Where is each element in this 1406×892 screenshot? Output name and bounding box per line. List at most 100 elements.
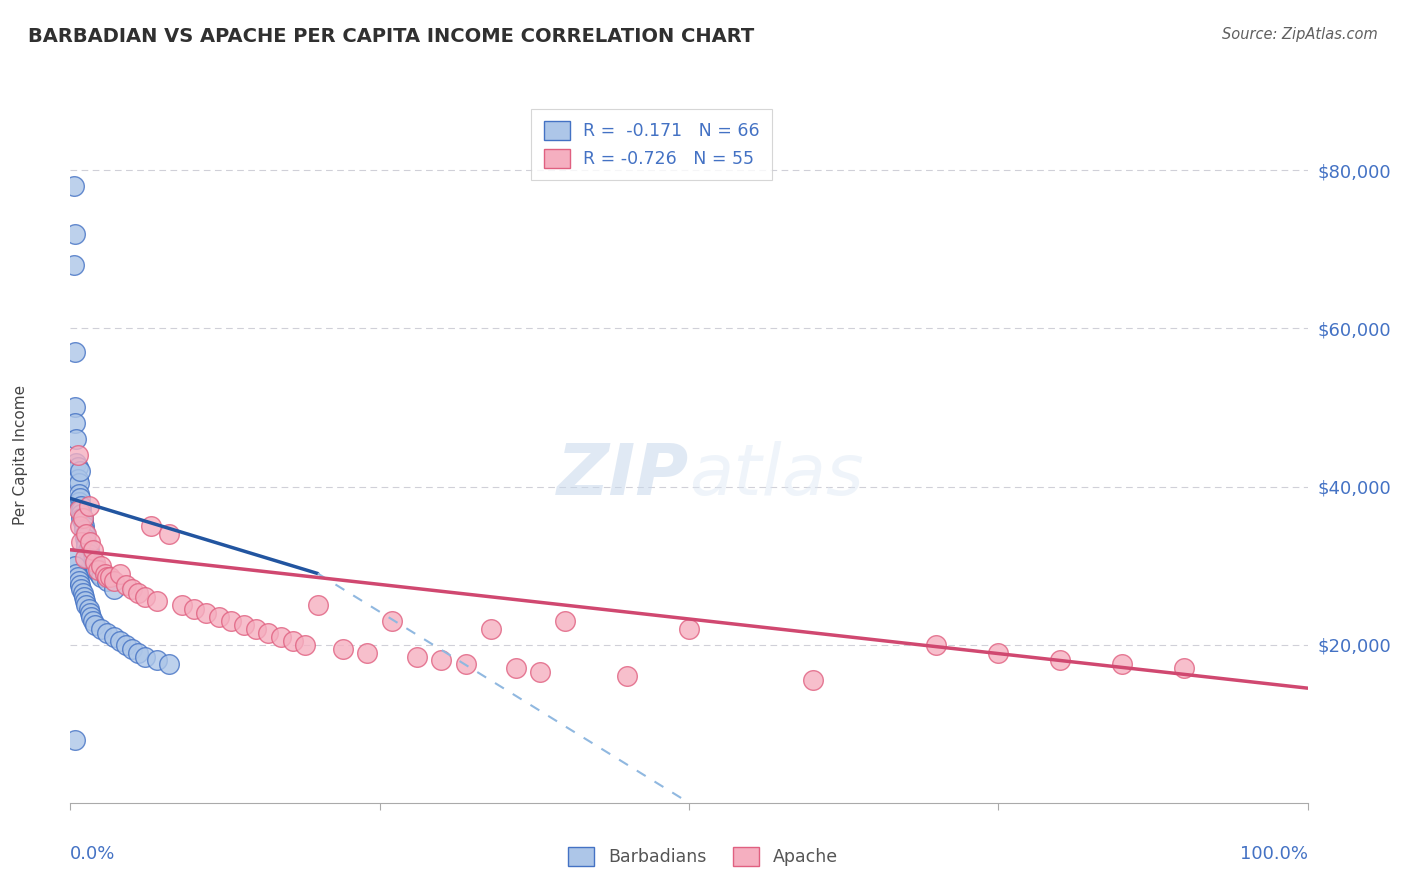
Text: 100.0%: 100.0% (1240, 845, 1308, 863)
Point (82, 542, 104, 557)
Point (70, 507, 93, 521)
Point (72, 515, 94, 529)
Point (75, 531, 97, 545)
Point (1173, 661, 1195, 675)
Point (616, 669, 638, 683)
Point (65, 558, 87, 573)
Point (245, 622, 267, 636)
Point (96, 570, 118, 584)
Point (75, 527, 97, 541)
Point (270, 630, 292, 644)
Point (87, 566, 110, 581)
Point (115, 578, 138, 592)
Point (75, 598, 97, 612)
Point (75, 594, 97, 608)
Point (75, 539, 97, 553)
Point (65, 456, 87, 470)
Point (66, 472, 89, 486)
Point (505, 661, 527, 675)
Point (73, 519, 96, 533)
Point (987, 646, 1010, 660)
Point (65, 732, 87, 747)
Point (121, 582, 143, 597)
Point (146, 594, 169, 608)
Point (134, 649, 156, 664)
Point (103, 630, 125, 644)
Point (332, 641, 354, 656)
Point (80, 555, 103, 569)
Point (529, 665, 551, 680)
Point (73, 523, 96, 537)
Point (63, 550, 86, 565)
Point (67, 503, 90, 517)
Point (65, 227, 87, 241)
Point (77, 547, 100, 561)
Point (127, 586, 149, 600)
Point (84, 558, 107, 573)
Point (82, 558, 104, 573)
Point (82, 614, 104, 628)
Point (307, 598, 329, 612)
Point (75, 550, 97, 565)
Point (69, 519, 91, 533)
Point (79, 535, 101, 549)
Point (96, 625, 118, 640)
Point (77, 500, 100, 514)
Point (63, 258, 86, 272)
Point (69, 464, 91, 478)
Point (195, 606, 218, 620)
Point (170, 598, 193, 612)
Point (70, 582, 93, 597)
Point (103, 574, 125, 589)
Text: ZIP: ZIP (557, 442, 689, 510)
Point (84, 555, 107, 569)
Point (356, 646, 378, 660)
Point (430, 653, 453, 667)
Point (84, 618, 107, 632)
Point (134, 591, 156, 605)
Point (121, 641, 143, 656)
Legend: R =  -0.171   N = 66, R = -0.726   N = 55: R = -0.171 N = 66, R = -0.726 N = 55 (531, 109, 772, 180)
Point (108, 633, 131, 648)
Point (86, 563, 108, 577)
Point (183, 602, 205, 616)
Point (77, 542, 100, 557)
Point (678, 622, 700, 636)
Point (65, 345, 87, 359)
Point (70, 511, 93, 525)
Point (75, 527, 97, 541)
Point (127, 646, 149, 660)
Point (70, 500, 93, 514)
Point (66, 448, 89, 462)
Point (157, 527, 180, 541)
Point (72, 511, 94, 525)
Point (90, 558, 112, 573)
Text: BARBADIAN VS APACHE PER CAPITA INCOME CORRELATION CHART: BARBADIAN VS APACHE PER CAPITA INCOME CO… (28, 27, 755, 45)
Legend: Barbadians, Apache: Barbadians, Apache (568, 847, 838, 866)
Point (801, 673, 824, 688)
Point (90, 570, 112, 584)
Point (98, 570, 121, 584)
Point (72, 511, 94, 525)
Point (67, 495, 90, 509)
Point (70, 535, 93, 549)
Point (63, 179, 86, 194)
Point (67, 475, 90, 490)
Text: Per Capita Income: Per Capita Income (13, 384, 28, 525)
Point (232, 618, 254, 632)
Point (79, 606, 101, 620)
Point (103, 582, 125, 597)
Point (67, 574, 90, 589)
Point (146, 653, 169, 667)
Point (1111, 657, 1133, 672)
Point (69, 491, 91, 506)
Point (73, 591, 96, 605)
Point (77, 602, 100, 616)
Point (67, 487, 90, 501)
Point (405, 649, 427, 664)
Point (66, 570, 89, 584)
Point (80, 610, 103, 624)
Point (65, 432, 87, 446)
Point (72, 586, 94, 600)
Text: atlas: atlas (689, 442, 863, 510)
